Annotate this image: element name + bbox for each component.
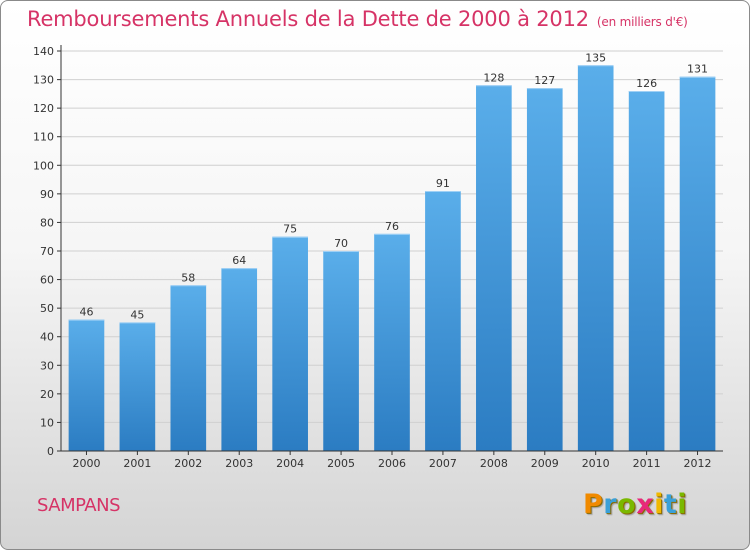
bar-value-label: 128 [483,71,504,84]
logo-letter: i [654,489,664,520]
x-tick-label: 2003 [225,457,253,470]
bars: 46 45 58 64 75 70 76 91 128 127 135 126 131 [68,51,716,452]
x-tick-label: 2002 [174,457,202,470]
x-tick-label: 2010 [582,457,610,470]
bar-value-label: 76 [385,220,399,233]
y-tick-label: 20 [40,388,54,401]
bar [476,85,512,452]
bar [374,233,410,451]
x-tick-label: 2001 [123,457,151,470]
bar-value-label: 70 [334,237,348,250]
commune-name: SAMPANS [37,495,121,516]
bar [628,91,665,451]
logo-letter: i [677,489,688,520]
logo-letter: t [663,489,678,520]
x-tick-label: 2005 [327,457,355,470]
x-tick-label: 2011 [633,457,661,470]
y-tick-label: 50 [40,302,54,315]
y-tick-label: 0 [47,445,54,458]
bar-value-label: 45 [130,308,144,321]
y-tick-label: 80 [40,216,54,229]
bar-value-label: 131 [687,63,708,76]
bar-value-label: 58 [181,271,195,284]
x-tick-label: 2009 [531,457,559,470]
x-tick-label: 2008 [480,457,508,470]
logo-letter: o [617,489,637,520]
y-tick-label: 130 [33,74,54,87]
y-tick-label: 90 [40,188,54,201]
bar-value-label: 64 [232,254,246,267]
bar [272,236,308,451]
logo-letter: P [583,489,604,520]
y-tick-label: 140 [33,45,54,58]
y-tick-label: 40 [40,331,54,344]
proxiti-logo[interactable]: Proxiti [583,489,687,520]
y-tick-label: 70 [40,245,54,258]
chart-title: Remboursements Annuels de la Dette de 20… [27,7,688,31]
axes: 0 10 20 30 40 50 60 70 80 90 100 110 120 130 140 2000 20… [33,45,723,470]
bar [425,191,461,451]
logo-letter: x [636,489,655,520]
bar-value-label: 91 [436,177,450,190]
y-tick-label: 10 [40,416,54,429]
bar [526,88,563,452]
y-tick-label: 30 [40,359,54,372]
chart-unit-label: (en milliers d'€) [596,15,688,29]
bar-value-label: 75 [283,223,297,236]
x-tick-label: 2000 [72,457,100,470]
y-tick-label: 120 [33,102,54,115]
bar [679,76,716,451]
bar-value-label: 126 [636,77,657,90]
y-tick-label: 100 [33,159,54,172]
bar [119,322,156,451]
y-tick-label: 60 [40,274,54,287]
x-tick-label: 2007 [429,457,457,470]
bar [68,319,105,451]
bar-value-label: 135 [585,51,606,64]
chart-title-text: Remboursements Annuels de la Dette de 20… [27,7,589,31]
x-tick-label: 2006 [378,457,406,470]
bar [577,65,614,452]
x-tick-label: 2004 [276,457,304,470]
bar [170,285,207,451]
bar-value-label: 46 [79,306,93,319]
bar [323,251,359,451]
y-tick-label: 110 [33,131,54,144]
logo-letter: r [603,489,618,520]
bar [221,268,258,451]
x-tick-label: 2012 [684,457,712,470]
bar-value-label: 127 [534,74,555,87]
